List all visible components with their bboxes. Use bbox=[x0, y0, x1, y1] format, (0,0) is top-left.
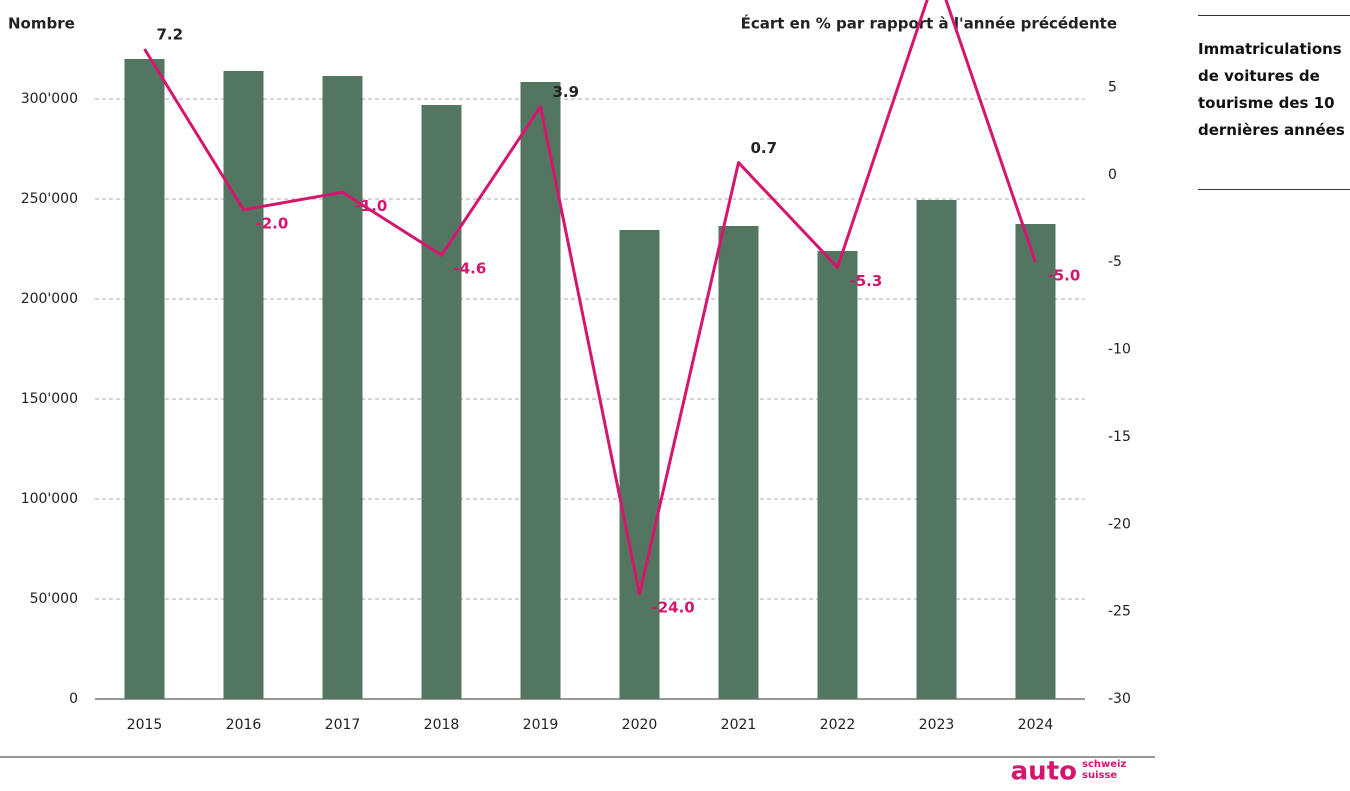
logo-line: suisse bbox=[1082, 770, 1117, 781]
data-label: 7.2 bbox=[157, 26, 184, 44]
data-label: -24.0 bbox=[652, 599, 695, 617]
bar bbox=[817, 251, 858, 699]
y2-tick-label: -15 bbox=[1108, 429, 1131, 445]
data-label: -1.0 bbox=[355, 197, 388, 215]
bar bbox=[124, 59, 165, 699]
y2-axis-title: Écart en % par rapport à l'année précéde… bbox=[741, 14, 1117, 33]
y-tick-label: 50'000 bbox=[30, 591, 78, 607]
data-label: -2.0 bbox=[256, 214, 289, 232]
x-tick-label: 2019 bbox=[523, 717, 559, 733]
x-tick-label: 2018 bbox=[424, 717, 460, 733]
y2-tick-label: 5 bbox=[1108, 79, 1117, 95]
bar bbox=[520, 82, 561, 699]
y-tick-label: 250'000 bbox=[21, 191, 78, 207]
x-tick-label: 2021 bbox=[721, 717, 757, 733]
x-tick-label: 2016 bbox=[226, 717, 262, 733]
bar bbox=[916, 200, 957, 699]
y2-tick-label: -10 bbox=[1108, 342, 1131, 358]
bar bbox=[619, 230, 660, 699]
bar bbox=[718, 226, 759, 699]
x-tick-label: 2023 bbox=[919, 717, 955, 733]
y2-tick-label: -5 bbox=[1108, 254, 1122, 270]
y-tick-label: 200'000 bbox=[21, 291, 78, 307]
data-label: -5.0 bbox=[1048, 267, 1081, 285]
data-label: -5.3 bbox=[850, 272, 883, 290]
bar bbox=[421, 105, 462, 699]
y2-tick-label: 0 bbox=[1108, 167, 1117, 183]
data-label: 3.9 bbox=[553, 83, 580, 101]
line bbox=[143, 0, 1037, 596]
bar bbox=[223, 71, 264, 699]
chart: Nombre Écart en % par rapport à l'année … bbox=[0, 0, 1155, 787]
bar bbox=[1015, 224, 1056, 699]
x-tick-label: 2022 bbox=[820, 717, 856, 733]
y-tick-label: 300'000 bbox=[21, 91, 78, 107]
x-tick-label: 2015 bbox=[127, 717, 163, 733]
y-tick-label: 150'000 bbox=[21, 391, 78, 407]
y2-tick-label: -25 bbox=[1108, 604, 1131, 620]
y-tick-label: 100'000 bbox=[21, 491, 78, 507]
logo-word: auto bbox=[1011, 757, 1077, 787]
logo-line: schweiz bbox=[1082, 759, 1126, 770]
data-label: -4.6 bbox=[454, 260, 487, 278]
data-label: 0.7 bbox=[751, 139, 778, 157]
y2-tick-label: -30 bbox=[1108, 691, 1131, 707]
y-tick-label: 0 bbox=[69, 691, 78, 707]
y2-tick-label: -20 bbox=[1108, 516, 1131, 532]
bar bbox=[322, 76, 363, 699]
chart-title: Immatriculations de voitures de tourisme… bbox=[1198, 15, 1350, 190]
x-tick-label: 2020 bbox=[622, 717, 658, 733]
x-tick-label: 2024 bbox=[1018, 717, 1054, 733]
y-axis-title: Nombre bbox=[8, 15, 75, 33]
x-tick-label: 2017 bbox=[325, 717, 361, 733]
